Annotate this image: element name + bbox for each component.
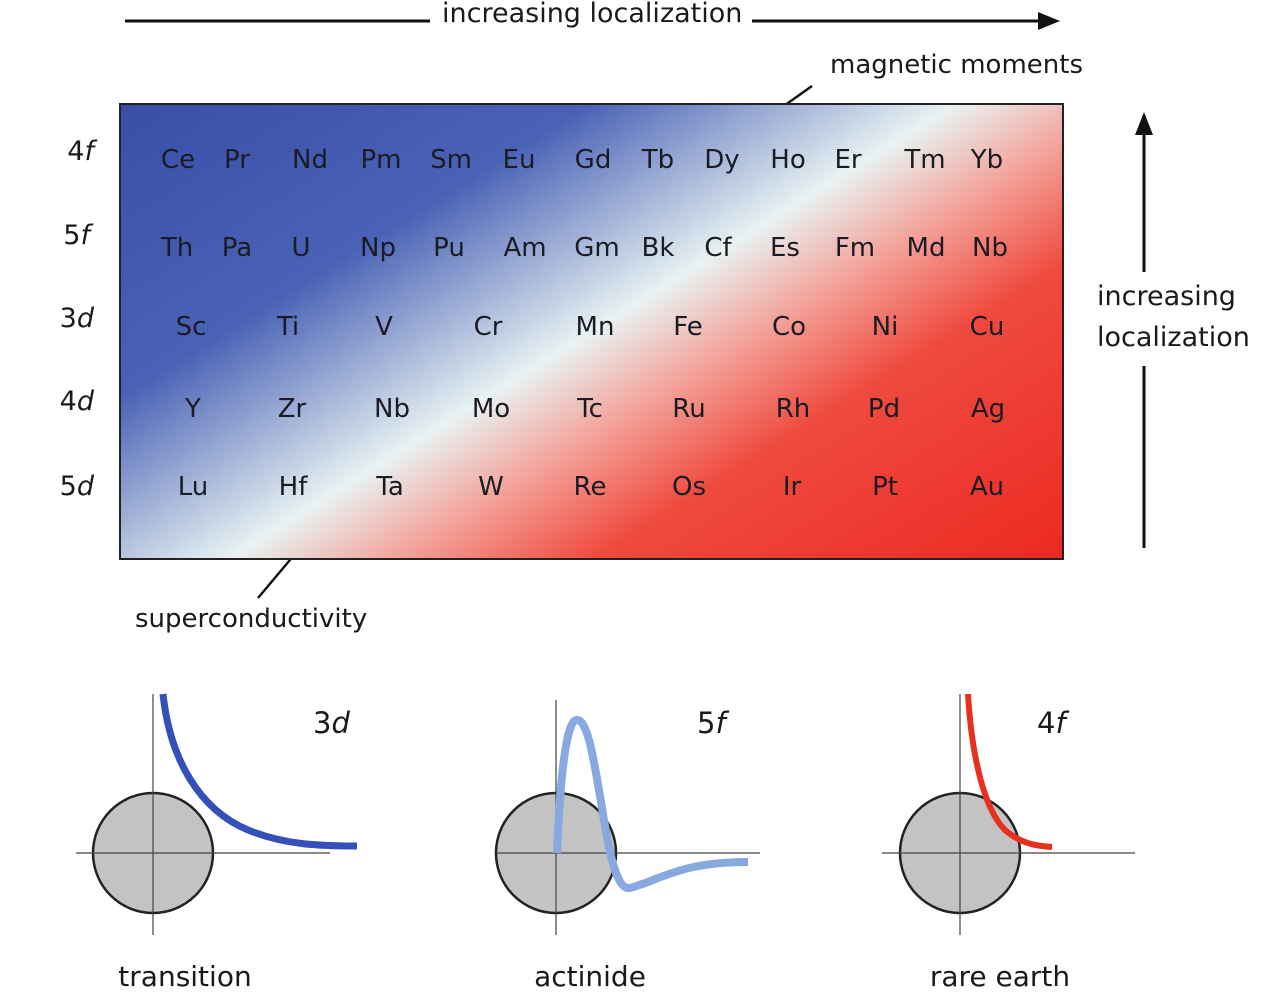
- element-Fm: Fm: [834, 233, 876, 263]
- element-Pr: Pr: [224, 145, 250, 175]
- panel-shell-3d: 3d: [313, 706, 350, 740]
- element-Pa: Pa: [221, 233, 253, 263]
- element-Sc: Sc: [175, 312, 207, 342]
- element-Fe: Fe: [673, 312, 703, 342]
- element-V: V: [375, 312, 393, 342]
- element-Cu: Cu: [969, 312, 1005, 342]
- element-Tb: Tb: [641, 145, 675, 175]
- element-Tc: Tc: [577, 394, 603, 424]
- element-table: Ce Pr Nd Pm Sm Eu Gd Tb Dy Ho Er Tm Yb T…: [119, 103, 1064, 560]
- element-Ce: Ce: [160, 145, 196, 175]
- wavefunction-curve-4f: [965, 693, 1053, 850]
- element-Ti: Ti: [276, 312, 300, 342]
- element-Mo: Mo: [471, 394, 511, 424]
- panel-shell-5f: 5f: [697, 706, 726, 740]
- element-Ru: Ru: [672, 394, 706, 424]
- element-Rh: Rh: [775, 394, 811, 424]
- element-Cr: Cr: [473, 312, 503, 342]
- element-Np: Np: [360, 233, 396, 263]
- right-arrow: [1135, 112, 1153, 548]
- element-Co: Co: [771, 312, 807, 342]
- element-Lu: Lu: [177, 472, 209, 502]
- element-Sm: Sm: [430, 145, 472, 175]
- row-label-5f: 5f: [63, 220, 90, 251]
- magnetic-moments-label: magnetic moments: [830, 50, 1083, 80]
- element-Dy: Dy: [704, 145, 740, 175]
- element-Eu: Eu: [502, 145, 536, 175]
- element-Nb-4d: Nb: [374, 394, 410, 424]
- panel-actinide: [494, 700, 760, 935]
- element-Es: Es: [770, 233, 800, 263]
- element-Am: Am: [503, 233, 547, 263]
- element-Tm: Tm: [904, 145, 946, 175]
- element-Ni: Ni: [871, 312, 899, 342]
- wavefunction-curve-3d: [159, 693, 358, 850]
- panel-transition: [76, 693, 358, 935]
- right-arrow-label-line2: localization: [1097, 322, 1250, 353]
- element-Os: Os: [671, 472, 707, 502]
- element-U: U: [291, 233, 311, 263]
- element-Cf: Cf: [704, 233, 732, 263]
- element-Yb: Yb: [970, 145, 1004, 175]
- element-W: W: [478, 472, 504, 502]
- element-Pd: Pd: [867, 394, 901, 424]
- superconductivity-label: superconductivity: [135, 604, 368, 634]
- element-Md: Md: [906, 233, 946, 263]
- element-Er: Er: [834, 145, 862, 175]
- element-Au: Au: [969, 472, 1005, 502]
- element-Nb-5f: Nb: [972, 233, 1008, 263]
- element-Re: Re: [573, 472, 607, 502]
- element-Zr: Zr: [277, 394, 307, 424]
- element-Ta: Ta: [376, 472, 404, 502]
- element-Pt: Pt: [872, 472, 898, 502]
- element-Ir: Ir: [782, 472, 802, 502]
- right-arrow-label-line1: increasing: [1097, 281, 1236, 312]
- top-arrow-label: increasing localization: [442, 0, 743, 29]
- element-Ag: Ag: [970, 394, 1006, 424]
- panel-label-transition: transition: [118, 960, 252, 993]
- top-arrow: [125, 12, 1060, 30]
- element-Gm: Gm: [574, 233, 620, 263]
- element-Nd: Nd: [292, 145, 328, 175]
- element-Hf: Hf: [278, 472, 308, 502]
- element-Bk: Bk: [641, 233, 675, 263]
- row-label-4d: 4d: [59, 386, 94, 417]
- element-Mn: Mn: [575, 312, 615, 342]
- wavefunction-curve-5f: [553, 716, 749, 893]
- element-Gd: Gd: [574, 145, 612, 175]
- panel-label-rare-earth: rare earth: [929, 960, 1071, 993]
- element-Ho: Ho: [770, 145, 806, 175]
- element-Y: Y: [185, 394, 201, 424]
- element-Pm: Pm: [360, 145, 402, 175]
- row-label-4f: 4f: [67, 136, 94, 167]
- element-Th: Th: [160, 233, 194, 263]
- panel-rare-earth: [882, 693, 1135, 935]
- panel-shell-4f: 4f: [1037, 706, 1066, 740]
- element-Pu: Pu: [433, 233, 465, 263]
- row-label-5d: 5d: [59, 471, 94, 502]
- panel-label-actinide: actinide: [534, 960, 646, 993]
- row-label-3d: 3d: [59, 303, 94, 334]
